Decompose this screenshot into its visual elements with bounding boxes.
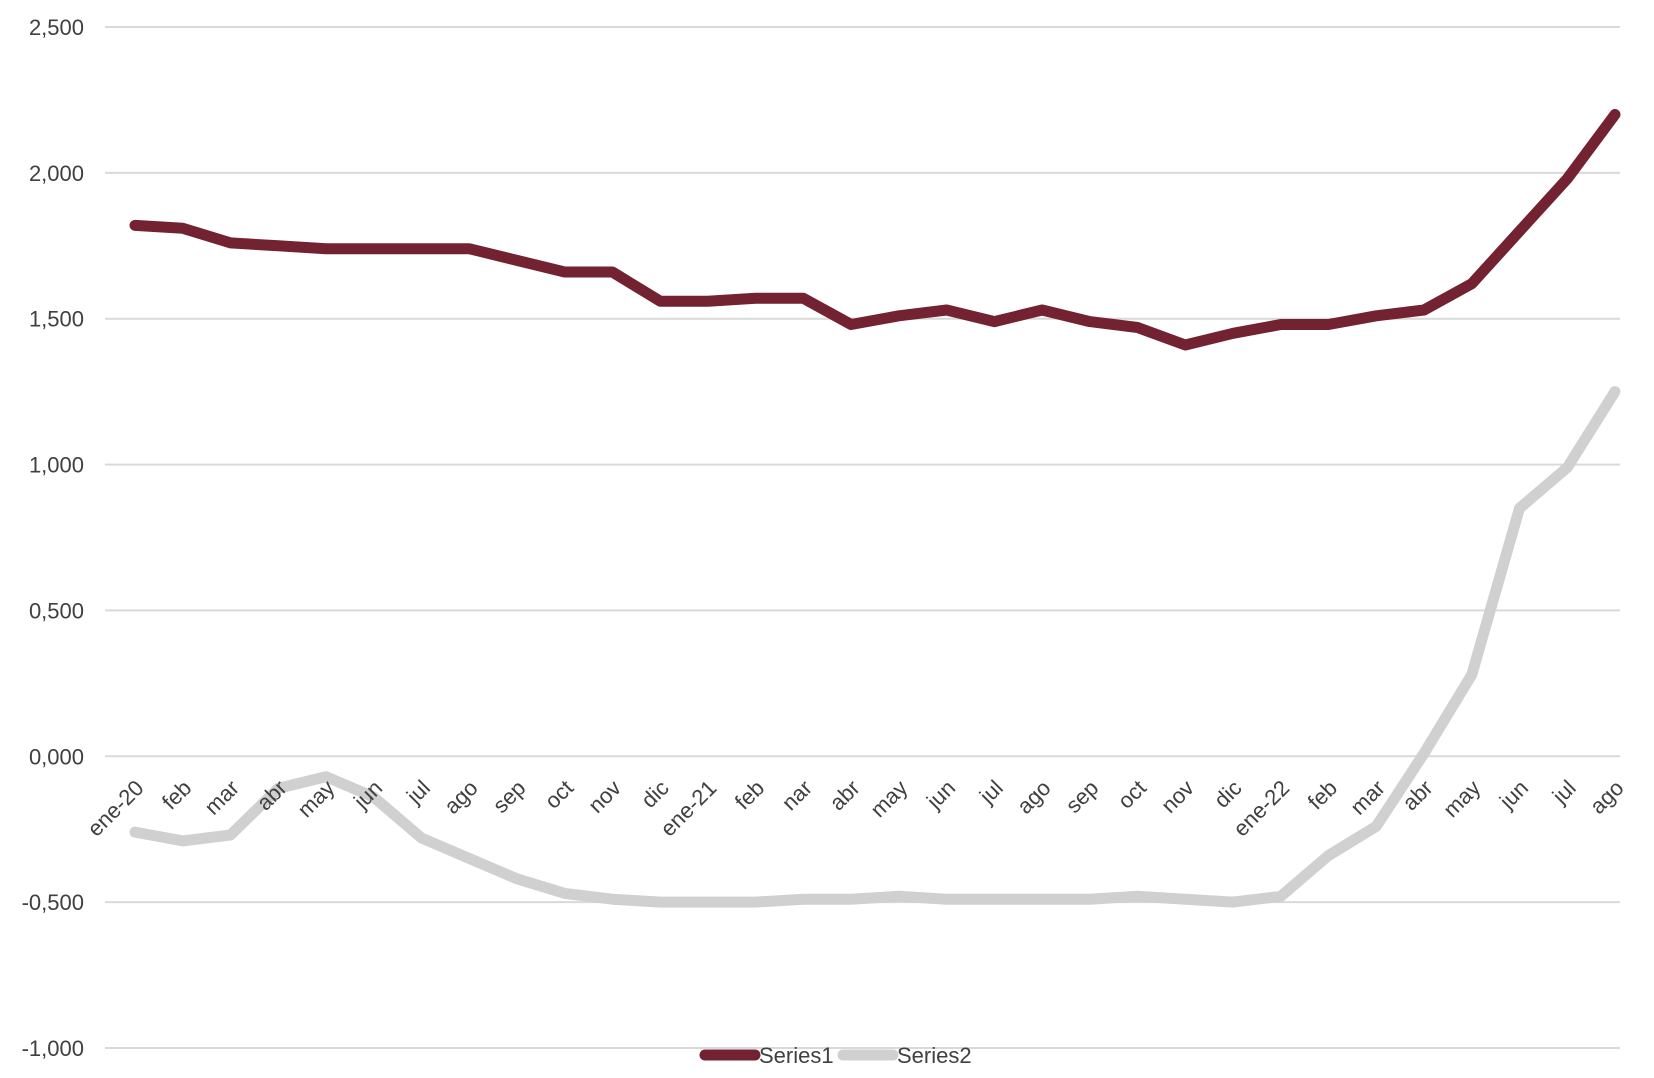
x-tick-label: abr: [825, 775, 865, 815]
y-tick-label: 1,500: [29, 307, 84, 332]
series-layer: [129, 109, 1621, 908]
x-tick-label: may: [865, 775, 912, 822]
y-tick-label: 0,500: [29, 598, 84, 623]
series-line-series2: [129, 386, 1621, 908]
x-tick-label: feb: [157, 775, 196, 814]
x-tick-label: may: [1438, 775, 1485, 822]
x-axis-labels: ene-20 feb mar abr may jun jul ago sep oct nov dice…: [82, 775, 1628, 841]
x-tick-label: nar: [777, 775, 817, 815]
x-tick-label: jun: [1494, 775, 1533, 814]
x-tick-label: jul: [1547, 775, 1581, 809]
x-tick-label: mar: [200, 775, 244, 819]
x-tick-label: sep: [1061, 775, 1104, 818]
series-line-series1: [129, 109, 1621, 351]
x-tick-label: ago: [1012, 775, 1056, 819]
x-tick-label: feb: [730, 775, 769, 814]
y-tick-label: 2,500: [29, 15, 84, 40]
y-tick-label: 0,000: [29, 744, 84, 769]
x-tick-label: dic: [1209, 775, 1247, 813]
x-tick-label: jul: [401, 775, 435, 809]
x-tick-label: nov: [583, 775, 626, 818]
y-tick-label: -0,500: [22, 890, 84, 915]
x-tick-label: sep: [488, 775, 531, 818]
x-tick-label: nov: [1156, 775, 1199, 818]
x-tick-label: dic: [636, 775, 674, 813]
x-tick-label: ago: [1585, 775, 1629, 819]
x-tick-label: feb: [1303, 775, 1342, 814]
y-axis-labels: 2,500 2,000 1,500 1,000 0,500 0,000 -0,500 -1,0…: [22, 15, 84, 1061]
y-tick-label: 1,000: [29, 453, 84, 478]
x-tick-label: jul: [974, 775, 1008, 809]
legend-label-series2: Series2: [897, 1043, 972, 1068]
legend: Series1 Series2: [699, 1043, 972, 1068]
x-tick-label: oct: [540, 775, 578, 813]
x-tick-label: ago: [439, 775, 483, 819]
y-tick-label: 2,000: [29, 161, 84, 186]
y-tick-label: -1,000: [22, 1036, 84, 1061]
legend-label-series1: Series1: [759, 1043, 834, 1068]
x-tick-label: oct: [1113, 775, 1151, 813]
x-tick-label: jun: [921, 775, 960, 814]
